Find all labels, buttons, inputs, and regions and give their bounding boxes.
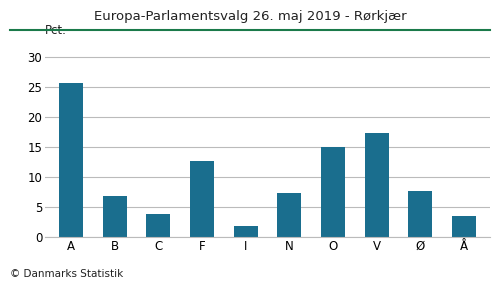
Bar xyxy=(321,147,345,237)
Bar xyxy=(146,214,171,237)
Bar xyxy=(234,226,258,237)
Bar xyxy=(408,191,432,237)
Text: Pct.: Pct. xyxy=(45,25,67,38)
Bar xyxy=(59,83,83,237)
Bar xyxy=(103,196,127,237)
Bar xyxy=(278,193,301,237)
Bar xyxy=(364,133,388,237)
Bar xyxy=(452,216,476,237)
Text: Europa-Parlamentsvalg 26. maj 2019 - Rørkjær: Europa-Parlamentsvalg 26. maj 2019 - Rør… xyxy=(94,10,406,23)
Text: © Danmarks Statistik: © Danmarks Statistik xyxy=(10,269,123,279)
Bar xyxy=(190,161,214,237)
